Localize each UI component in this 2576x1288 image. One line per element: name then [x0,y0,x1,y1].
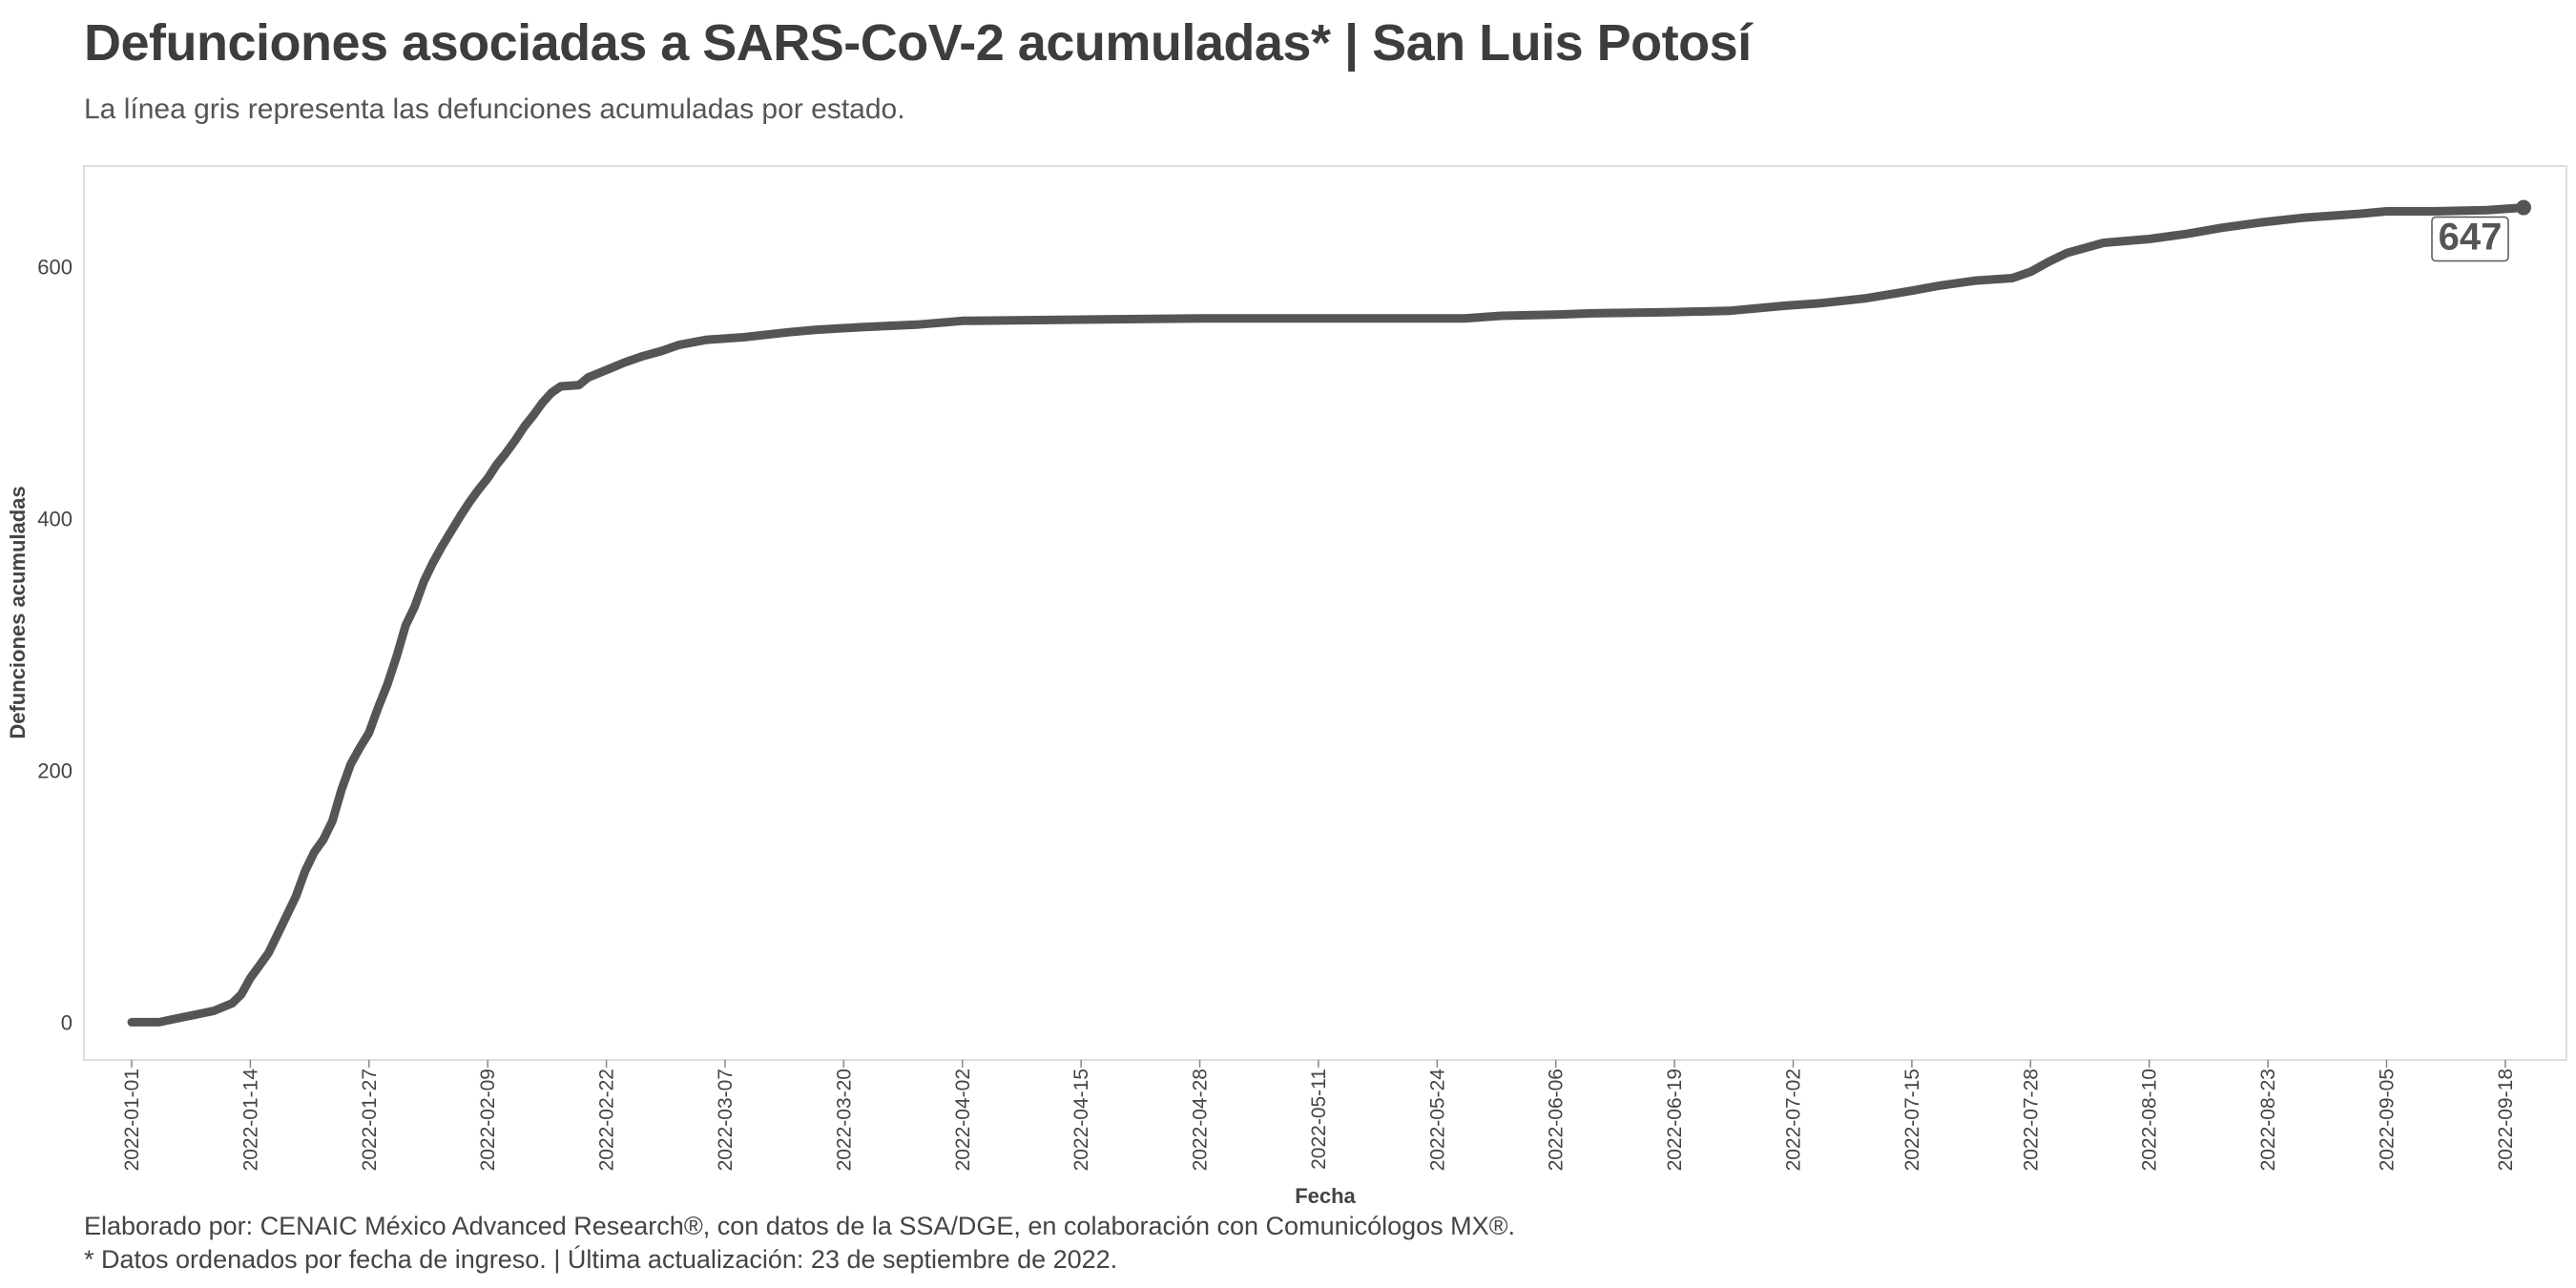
caption: Elaborado por: CENAIC México Advanced Re… [84,1210,1515,1277]
x-tick-label: 2022-04-15 [1070,1069,1092,1171]
x-tick-label: 2022-09-18 [2495,1069,2517,1171]
x-tick-label: 2022-05-24 [1426,1069,1448,1172]
y-tick-label: 200 [37,758,73,782]
x-tick-label: 2022-05-11 [1308,1069,1330,1170]
x-tick-label: 2022-08-23 [2257,1069,2279,1171]
x-tick-label: 2022-04-28 [1190,1069,1212,1171]
caption-note: * Datos ordenados por fecha de ingreso. … [84,1245,1118,1274]
x-tick-label: 2022-09-05 [2376,1069,2398,1171]
x-axis-ticks: 2022-01-01 2022-01-14 2022-01-27 2022-02-09… [121,1060,2517,1171]
x-axis-label: Fecha [1295,1184,1356,1208]
series-line [127,203,2528,1027]
end-value-label: 647 [2431,217,2509,262]
x-tick-label: 2022-02-09 [477,1069,499,1171]
x-tick-label: 2022-01-01 [121,1069,143,1171]
y-tick-label: 600 [37,256,73,280]
x-tick-label: 2022-07-02 [1783,1069,1805,1171]
y-tick-label: 0 [61,1010,73,1034]
x-tick-label: 2022-07-15 [1901,1069,1923,1171]
x-tick-label: 2022-06-19 [1664,1069,1686,1171]
x-tick-label: 2022-01-14 [239,1069,261,1172]
x-tick-label: 2022-02-22 [596,1069,618,1171]
x-tick-label: 2022-07-28 [2020,1069,2042,1171]
x-tick-label: 2022-08-10 [2139,1069,2161,1171]
end-point [2516,199,2531,216]
y-axis-ticks: 0 200 400 600 [37,256,73,1035]
x-tick-label: 2022-06-06 [1546,1069,1568,1171]
x-tick-label: 2022-04-02 [952,1069,974,1171]
end-value-label-text: 647 [2439,217,2503,259]
caption-source: Elaborado por: CENAIC México Advanced Re… [84,1212,1516,1240]
y-tick-label: 400 [37,508,73,531]
chart-subtitle: La línea gris representa las defunciones… [84,93,905,125]
x-tick-label: 2022-01-27 [359,1069,381,1171]
y-axis-label: Defunciones acumuladas [6,486,30,738]
chart-title: Defunciones asociadas a SARS-CoV-2 acumu… [84,14,1752,72]
plot-panel [83,165,2567,1061]
x-tick-label: 2022-03-20 [833,1069,855,1171]
x-tick-label: 2022-03-07 [715,1069,737,1171]
